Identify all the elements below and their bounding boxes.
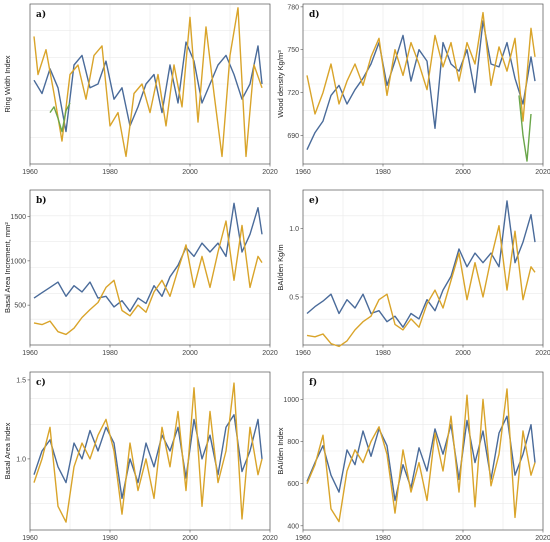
panel-f: 1960 1980 2000 2020 400 600 800 1000 BAI/den Ind… (276, 371, 550, 542)
x-tick-label: 2000 (455, 535, 471, 542)
plot-frame (302, 189, 544, 346)
y-tick-label: 1500 (10, 214, 26, 221)
y-axis-label: Basal Area Increment, mm² (3, 222, 12, 313)
y-axis-label: Wood density Kg/m³ (276, 50, 285, 118)
x-tick-label: 2000 (182, 535, 198, 542)
series-line-blue (306, 200, 536, 328)
series-line-gold (33, 220, 263, 336)
x-tick-label: 1960 (295, 169, 311, 176)
x-tick-label: 1960 (22, 535, 38, 542)
y-tick-label: 600 (287, 481, 299, 488)
y-tick-label: 750 (287, 47, 299, 54)
y-tick-label: 1000 (283, 397, 299, 404)
y-tick-label: 800 (287, 439, 299, 446)
series-line-green (49, 102, 71, 133)
x-tick-label: 1980 (375, 535, 391, 542)
y-tick-label: 0.5 (289, 294, 299, 301)
y-tick-label: 720 (287, 90, 299, 97)
x-tick-label: 1980 (375, 350, 391, 357)
series-line-blue (33, 41, 263, 133)
series-line-blue (306, 415, 536, 502)
x-tick-label: 1980 (102, 169, 118, 176)
series-line-gold (306, 388, 536, 523)
y-tick-label: 1000 (10, 258, 26, 265)
plot-frame (302, 371, 544, 531)
x-tick-label: 1960 (22, 169, 38, 176)
panel-label: a) (36, 9, 46, 20)
series-line-gold (33, 382, 263, 523)
plot-frame (29, 189, 271, 346)
panel-c: 1960 1980 2000 2020 1.0 1.5 Basal Area Index c) (3, 371, 278, 542)
panel-label: c) (36, 377, 46, 388)
plot-frame (29, 371, 271, 531)
y-tick-label: 1.5 (16, 377, 26, 384)
panel-e: 1960 1980 2000 2020 0.5 1.0 BAI/den Kg/m e) (276, 189, 550, 357)
x-tick-label: 1980 (102, 350, 118, 357)
x-tick-label: 2000 (455, 350, 471, 357)
series-line-gold (33, 7, 263, 158)
panel-a: 1960 1980 2000 2020 Ring Width Index a) (3, 3, 278, 176)
y-tick-label: 690 (287, 133, 299, 140)
x-tick-label: 1960 (22, 350, 38, 357)
y-axis-label: Basal Area Index (3, 422, 12, 479)
series-line-blue (306, 20, 536, 150)
series-line-blue (33, 202, 263, 312)
plot-frame (29, 3, 271, 165)
x-tick-label: 2000 (182, 169, 198, 176)
x-tick-label: 2020 (535, 169, 550, 176)
panel-label: f) (309, 377, 317, 388)
x-tick-label: 1960 (295, 350, 311, 357)
x-tick-label: 2020 (262, 350, 278, 357)
y-tick-label: 780 (287, 4, 299, 11)
panel-label: b) (36, 195, 47, 206)
y-axis-label: BAI/den Index (276, 427, 285, 474)
series-line-gold (306, 11, 536, 122)
panel-d: 1960 1980 2000 2020 690 720 750 780 Wood density… (276, 3, 550, 176)
x-tick-label: 2000 (455, 169, 471, 176)
y-axis-label: Ring Width Index (3, 55, 12, 112)
x-tick-label: 1980 (375, 169, 391, 176)
x-tick-label: 2020 (262, 169, 278, 176)
panel-label: d) (309, 9, 320, 20)
y-tick-label: 400 (287, 523, 299, 530)
series-line-gold (306, 224, 536, 348)
x-tick-label: 2000 (182, 350, 198, 357)
y-tick-label: 1.0 (289, 226, 299, 233)
plot-frame (302, 3, 544, 165)
series-line-blue (33, 414, 263, 500)
x-tick-label: 1980 (102, 535, 118, 542)
y-axis-label: BAI/den Kg/m (276, 244, 285, 290)
x-tick-label: 2020 (535, 350, 550, 357)
x-tick-label: 2020 (535, 535, 550, 542)
y-tick-label: 1.0 (16, 456, 26, 463)
x-tick-label: 2020 (262, 535, 278, 542)
y-tick-label: 500 (14, 303, 26, 310)
series-line-green (518, 95, 532, 162)
x-tick-label: 1960 (295, 535, 311, 542)
panel-label: e) (309, 195, 319, 206)
